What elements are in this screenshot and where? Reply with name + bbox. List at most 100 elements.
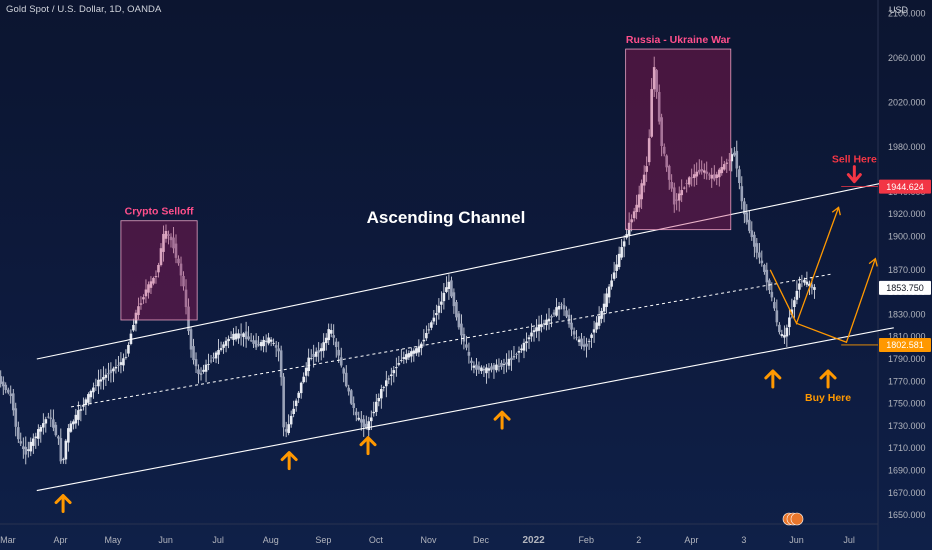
candle-body [87, 394, 90, 403]
event-box [120, 220, 198, 321]
candle-body [457, 313, 461, 328]
candle-body [152, 277, 155, 284]
candle-body [465, 344, 468, 348]
candle-body [82, 405, 85, 407]
candle-body [332, 335, 336, 338]
candle-body [435, 313, 438, 316]
candle-body [342, 368, 346, 374]
price-label-box [879, 179, 931, 194]
candle-body [319, 348, 323, 352]
candle-body [117, 364, 120, 366]
candle-body [552, 312, 556, 315]
candle-body [344, 372, 348, 387]
candle-body [405, 354, 408, 360]
candle-body [472, 365, 476, 368]
candle-body [0, 376, 3, 384]
candle-body [798, 283, 801, 290]
candle-body [410, 351, 413, 357]
candle-body [387, 378, 391, 380]
candle-body [730, 154, 734, 162]
candle-body [652, 67, 656, 90]
candle-body [647, 138, 651, 163]
candle-body [267, 337, 270, 344]
candle-body [159, 248, 163, 266]
candle-body [382, 386, 386, 388]
candle-body [204, 364, 208, 372]
candle-body [687, 177, 691, 185]
candle-body [11, 393, 15, 411]
channel-lower-line [36, 327, 894, 492]
event-flag-icon [790, 512, 804, 526]
buy-arrow [819, 369, 837, 389]
candle-body [510, 357, 513, 361]
candle-body [758, 252, 761, 258]
candle-body [34, 436, 38, 439]
candle-body [6, 389, 10, 393]
candle-body [334, 341, 338, 348]
candle-body [72, 421, 75, 425]
x-tick-label: Apr [684, 535, 698, 545]
candle-body [495, 364, 498, 371]
candle-body [224, 340, 228, 346]
candle-body [657, 92, 661, 122]
candle-body [525, 341, 528, 344]
candle-body [392, 370, 396, 374]
x-tick-label: Dec [473, 535, 490, 545]
candle-body [209, 360, 213, 362]
candle-body [585, 343, 588, 347]
candle-body [617, 253, 621, 267]
candle-body [490, 366, 493, 370]
x-tick-label: Oct [369, 535, 384, 545]
candle-body [274, 345, 278, 348]
currency-label: USD [889, 5, 909, 15]
candle-body [227, 338, 230, 342]
candle-body [445, 287, 448, 292]
candle-body [770, 291, 774, 298]
candle-body [212, 357, 215, 359]
candle-body [149, 281, 153, 288]
y-tick-label: 1810.000 [888, 332, 926, 342]
candle-body [297, 392, 300, 398]
candle-body [432, 317, 436, 322]
candle-body [234, 333, 238, 340]
buy-arrow [493, 410, 511, 430]
candle-body [74, 414, 78, 424]
candle-body [147, 284, 150, 293]
candle-body [512, 356, 516, 358]
candle-body [615, 264, 618, 271]
candle-body [314, 351, 318, 357]
candle-body [500, 362, 503, 367]
candle-body [427, 329, 431, 331]
candle-body [57, 436, 60, 439]
candle-body [665, 155, 668, 168]
candle-body [249, 340, 253, 342]
candle-body [107, 373, 110, 375]
symbol-title: Gold Spot / U.S. Dollar, 1D, OANDA [6, 4, 162, 15]
candle-body [557, 305, 561, 310]
candle-body [214, 352, 218, 359]
candle-body [547, 318, 551, 322]
y-tick-label: 1690.000 [888, 465, 926, 475]
candle-body [637, 194, 641, 208]
candle-body [485, 367, 488, 374]
candle-body [743, 201, 746, 215]
candle-body [717, 169, 721, 178]
candle-body [430, 322, 433, 328]
candle-body [217, 349, 220, 355]
candle-body [677, 193, 681, 201]
candle-body [632, 211, 636, 219]
candle-body [467, 351, 471, 356]
candle-body [37, 429, 40, 439]
candle-body [640, 183, 643, 200]
candle-body [39, 427, 43, 432]
candle-body [600, 310, 603, 319]
y-tick-label: 1710.000 [888, 443, 926, 453]
projection-arrowhead [868, 257, 878, 267]
candle-body [94, 385, 98, 386]
candle-body [487, 368, 491, 371]
candle-body [142, 297, 145, 300]
candle-body [422, 339, 426, 342]
candle-body [192, 346, 195, 361]
candle-body [69, 423, 73, 432]
